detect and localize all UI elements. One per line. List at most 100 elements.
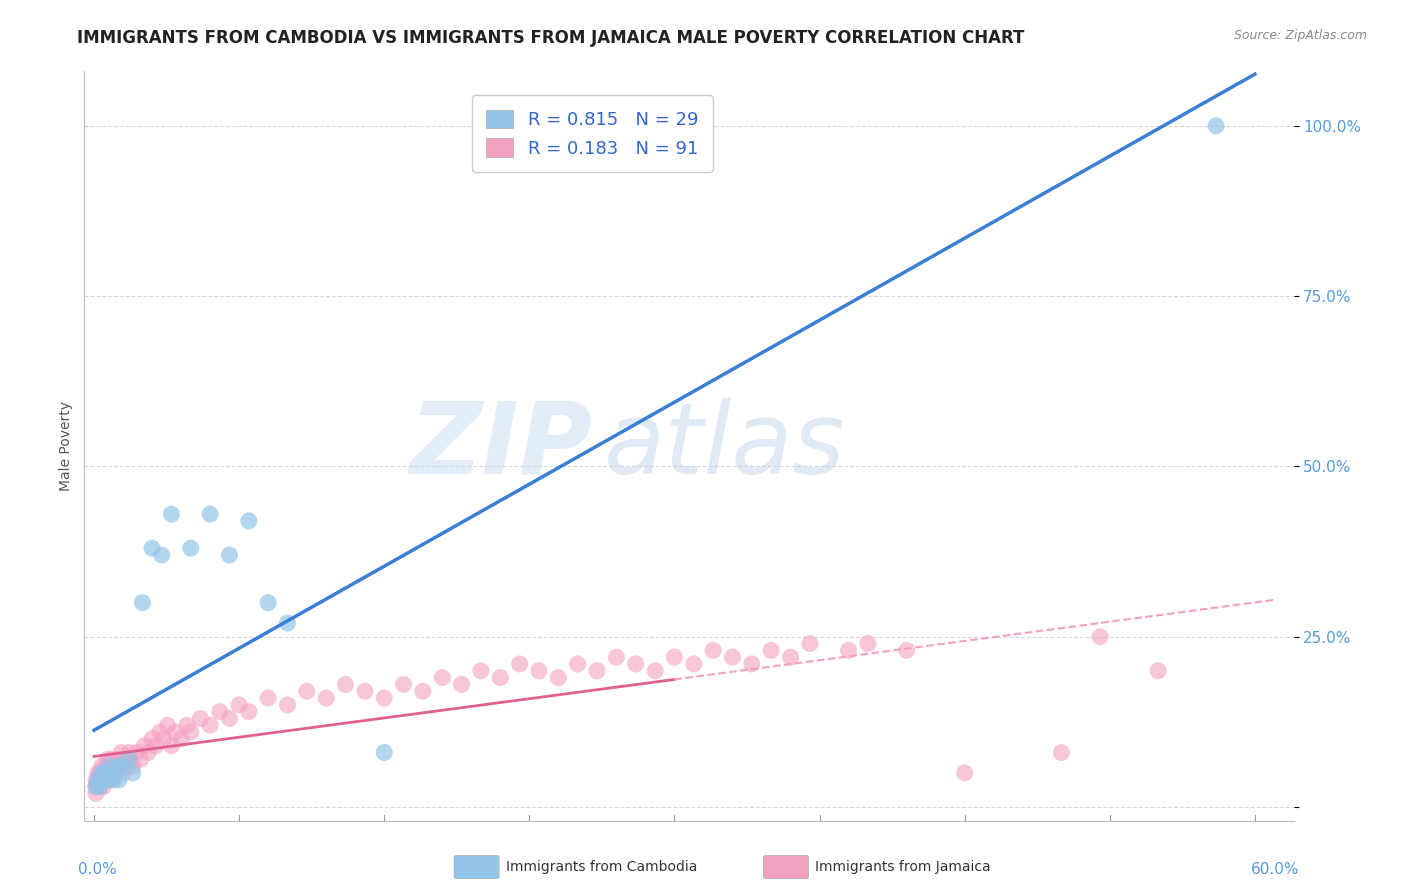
Point bbox=[315, 691, 337, 706]
Point bbox=[208, 705, 231, 719]
Point bbox=[682, 657, 704, 671]
Point bbox=[84, 780, 107, 794]
Point bbox=[354, 684, 377, 698]
Text: Source: ZipAtlas.com: Source: ZipAtlas.com bbox=[1233, 29, 1367, 42]
Point bbox=[125, 746, 148, 760]
Point bbox=[134, 739, 156, 753]
Point bbox=[335, 677, 357, 691]
Point bbox=[104, 766, 127, 780]
Y-axis label: Male Poverty: Male Poverty bbox=[59, 401, 73, 491]
Point bbox=[87, 772, 110, 787]
Point bbox=[152, 731, 174, 746]
Point bbox=[238, 514, 260, 528]
Point bbox=[160, 739, 183, 753]
Point bbox=[118, 752, 141, 766]
Point bbox=[779, 650, 801, 665]
Point bbox=[170, 731, 193, 746]
Point bbox=[108, 772, 131, 787]
Point bbox=[759, 643, 782, 657]
Point bbox=[392, 677, 415, 691]
Point bbox=[103, 772, 125, 787]
Point bbox=[120, 752, 142, 766]
Point bbox=[373, 746, 395, 760]
Point bbox=[838, 643, 860, 657]
Point bbox=[896, 643, 918, 657]
Point bbox=[145, 739, 167, 753]
Point bbox=[1147, 664, 1170, 678]
Point bbox=[93, 772, 115, 787]
Point bbox=[115, 759, 138, 773]
Point bbox=[702, 643, 724, 657]
Point bbox=[97, 752, 120, 766]
Point bbox=[94, 766, 117, 780]
Point bbox=[90, 766, 112, 780]
Point bbox=[218, 548, 240, 562]
Point bbox=[527, 664, 550, 678]
Point bbox=[141, 541, 163, 556]
Point bbox=[180, 541, 202, 556]
Point bbox=[87, 772, 110, 787]
Point bbox=[238, 705, 260, 719]
Point bbox=[198, 718, 221, 732]
Point bbox=[103, 759, 125, 773]
Point bbox=[586, 664, 609, 678]
Point bbox=[228, 698, 250, 712]
Point bbox=[94, 759, 117, 773]
Point bbox=[90, 772, 112, 787]
Point bbox=[412, 684, 434, 698]
Text: atlas: atlas bbox=[605, 398, 846, 494]
Text: IMMIGRANTS FROM CAMBODIA VS IMMIGRANTS FROM JAMAICA MALE POVERTY CORRELATION CHA: IMMIGRANTS FROM CAMBODIA VS IMMIGRANTS F… bbox=[77, 29, 1025, 46]
Point bbox=[98, 759, 121, 773]
Text: 0.0%: 0.0% bbox=[79, 862, 117, 877]
Point bbox=[644, 664, 666, 678]
Point bbox=[218, 711, 240, 725]
Point bbox=[100, 752, 122, 766]
Point bbox=[176, 718, 198, 732]
Point bbox=[84, 786, 107, 800]
Point bbox=[141, 731, 163, 746]
Text: Immigrants from Cambodia: Immigrants from Cambodia bbox=[506, 860, 697, 874]
Point bbox=[373, 691, 395, 706]
Point bbox=[547, 671, 569, 685]
Point bbox=[432, 671, 454, 685]
Point bbox=[93, 766, 115, 780]
Text: ZIP: ZIP bbox=[409, 398, 592, 494]
Point bbox=[198, 507, 221, 521]
Point bbox=[605, 650, 627, 665]
Point bbox=[470, 664, 492, 678]
Point bbox=[112, 759, 135, 773]
Point bbox=[624, 657, 647, 671]
Point bbox=[276, 698, 298, 712]
Point bbox=[90, 759, 112, 773]
Point bbox=[129, 752, 152, 766]
Point bbox=[110, 746, 132, 760]
Point bbox=[121, 766, 143, 780]
Point bbox=[799, 636, 821, 650]
Point bbox=[84, 772, 107, 787]
Point bbox=[87, 780, 110, 794]
Point bbox=[108, 759, 131, 773]
Point bbox=[190, 711, 212, 725]
Point bbox=[114, 752, 136, 766]
Point bbox=[93, 780, 115, 794]
Point bbox=[136, 746, 159, 760]
Point bbox=[112, 766, 135, 780]
Point bbox=[97, 766, 120, 780]
Point bbox=[295, 684, 318, 698]
Point bbox=[276, 616, 298, 631]
Point bbox=[131, 596, 153, 610]
Point bbox=[1050, 746, 1073, 760]
Point bbox=[953, 766, 976, 780]
Point bbox=[450, 677, 472, 691]
Text: Immigrants from Jamaica: Immigrants from Jamaica bbox=[815, 860, 991, 874]
Point bbox=[664, 650, 686, 665]
Point bbox=[100, 766, 122, 780]
Point bbox=[105, 752, 128, 766]
Point bbox=[856, 636, 879, 650]
Point bbox=[98, 772, 121, 787]
Point bbox=[149, 725, 172, 739]
Point bbox=[121, 759, 143, 773]
Point bbox=[104, 766, 127, 780]
Point bbox=[93, 772, 115, 787]
Point bbox=[94, 772, 117, 787]
